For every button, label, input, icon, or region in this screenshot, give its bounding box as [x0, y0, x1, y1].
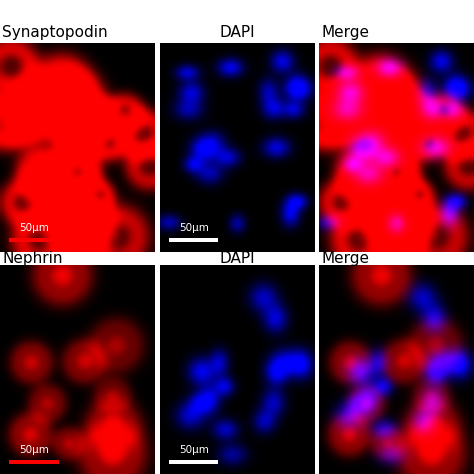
Text: Merge: Merge	[321, 251, 369, 266]
Text: DAPI: DAPI	[219, 25, 255, 40]
Text: DAPI: DAPI	[219, 251, 255, 266]
Text: Merge: Merge	[321, 25, 369, 40]
Text: Nephrin: Nephrin	[2, 251, 63, 266]
Bar	[169, 460, 219, 464]
Text: Synaptopodin: Synaptopodin	[2, 25, 108, 40]
Text: 50μm: 50μm	[179, 445, 209, 455]
Text: 50μm: 50μm	[19, 223, 49, 233]
Bar	[9, 238, 59, 242]
Bar	[169, 238, 219, 242]
Bar	[9, 460, 59, 464]
Text: 50μm: 50μm	[19, 445, 49, 455]
Text: 50μm: 50μm	[179, 223, 209, 233]
